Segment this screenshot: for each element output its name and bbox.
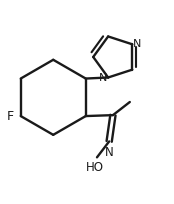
Text: F: F <box>7 110 14 123</box>
Text: HO: HO <box>86 161 104 174</box>
Text: N: N <box>105 145 114 159</box>
Text: N: N <box>99 73 107 83</box>
Text: N: N <box>133 39 142 49</box>
